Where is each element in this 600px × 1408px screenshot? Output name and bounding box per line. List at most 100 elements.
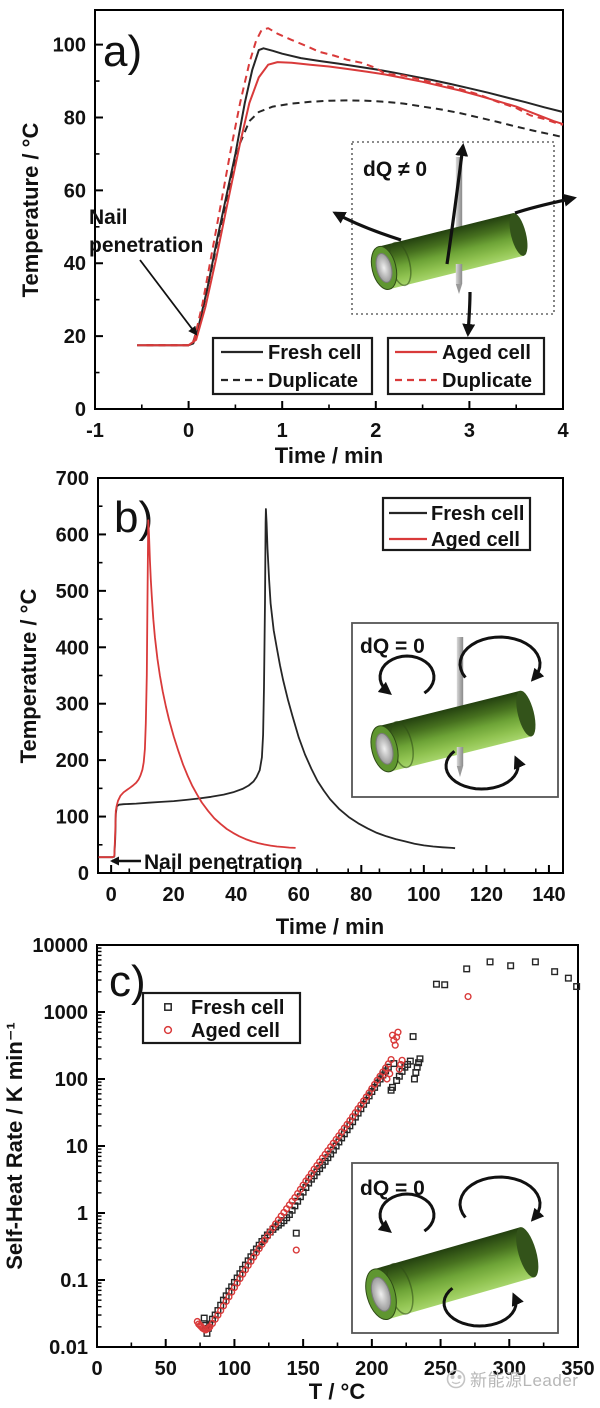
- data-point-square: [292, 1229, 300, 1237]
- data-point-circle: [383, 1075, 391, 1083]
- x-tick-label: 0: [183, 420, 194, 442]
- legend-label: Fresh cell: [268, 342, 361, 364]
- y-axis-title: Self-Heat Rate / K min⁻¹: [2, 1022, 27, 1270]
- y-tick-label: 0.1: [60, 1270, 88, 1292]
- series-line-duplicate: [146, 99, 564, 347]
- panel-b-annotation: Nail penetration: [110, 851, 303, 874]
- data-point-square: [531, 958, 539, 966]
- x-tick-label: 150: [286, 1358, 319, 1380]
- panel-b: 0 20 40 60 80 100 120 140 0 100 200 300 400 500 600 700…: [16, 468, 566, 939]
- x-tick-label: 100: [407, 884, 440, 906]
- annotation-arrow-icon: [139, 259, 198, 336]
- data-point-square: [573, 983, 581, 991]
- x-tick-label: 200: [355, 1358, 388, 1380]
- panel-b-series: [98, 508, 456, 859]
- y-tick-label: 0.01: [49, 1337, 88, 1359]
- data-point-square: [441, 981, 449, 989]
- nail-icon: [455, 264, 463, 284]
- panel-b-inset: dQ = 0: [351, 622, 559, 798]
- panel-a-legend: Aged cell Duplicate: [386, 336, 546, 396]
- annotation-text: Nail penetration: [144, 851, 303, 874]
- legend-label: Duplicate: [442, 370, 532, 392]
- y-tick-label: 1000: [44, 1002, 89, 1024]
- legend-label: Aged cell: [431, 529, 520, 551]
- battery-terminal: [375, 732, 394, 765]
- y-axis-title: Temperature / °C: [16, 589, 41, 764]
- series-line-aged-cell: [98, 519, 296, 859]
- heat-flow-arrow-icon: [514, 193, 577, 215]
- battery-far-end: [516, 690, 536, 737]
- battery-body: [378, 690, 532, 772]
- legend-label: Fresh cell: [191, 997, 284, 1019]
- data-point-square: [486, 958, 494, 966]
- y-tick-label: 700: [56, 468, 89, 490]
- nail-icon: [456, 637, 464, 729]
- x-tick-label: 140: [532, 884, 565, 906]
- y-tick-label: 40: [64, 253, 86, 275]
- panel-letter: c): [109, 957, 146, 1006]
- panel-letter: a): [103, 27, 142, 76]
- rotation-arrow-icon: [442, 1287, 524, 1328]
- y-axis-title: Temperature / °C: [18, 123, 43, 298]
- battery-cell-graphic: [370, 213, 528, 290]
- battery-far-end: [509, 213, 528, 256]
- x-tick-label: 50: [155, 1358, 177, 1380]
- annotation-text: Nail: [89, 206, 128, 229]
- series-line-fresh-cell: [98, 508, 456, 859]
- rotation-arrow-icon: [377, 1192, 436, 1233]
- x-axis-title: Time / min: [275, 443, 383, 468]
- data-point-square: [551, 968, 559, 976]
- inset-dq-label: dQ = 0: [360, 635, 425, 658]
- x-tick-label: 60: [288, 884, 310, 906]
- panda-logo-icon: [446, 1369, 466, 1388]
- legend-box: [381, 496, 532, 552]
- battery-terminal: [375, 253, 393, 283]
- data-point-circle: [204, 1324, 212, 1332]
- x-tick-label: -1: [86, 420, 104, 442]
- battery-terminal: [370, 1276, 392, 1312]
- heat-flow-arrow-icon: [445, 143, 469, 265]
- y-tick-label: 300: [56, 694, 89, 716]
- y-tick-label: 600: [56, 524, 89, 546]
- data-point-square: [564, 974, 572, 982]
- data-point-square: [463, 965, 471, 973]
- panel-a-legend: Fresh cell Duplicate: [211, 336, 374, 396]
- legend-box: [141, 991, 302, 1045]
- annotation-text: penetration: [89, 234, 203, 257]
- panel-c-series: [193, 958, 581, 1337]
- series-line-aged-cell: [137, 61, 564, 347]
- data-point-square: [409, 1033, 417, 1041]
- nail-icon: [456, 747, 464, 766]
- y-tick-label: 10: [66, 1136, 88, 1158]
- data-point-circle: [464, 992, 472, 1001]
- x-tick-label: 40: [225, 884, 247, 906]
- data-point-square: [413, 1063, 421, 1071]
- rotation-arrow-icon: [444, 750, 526, 791]
- battery-far-end: [516, 1227, 539, 1278]
- x-axis-title: Time / min: [276, 914, 384, 939]
- legend-label: Duplicate: [268, 370, 358, 392]
- rotation-arrow-icon: [458, 1175, 545, 1222]
- legend-label: Fresh cell: [431, 503, 524, 525]
- data-point-square: [507, 962, 515, 970]
- series-line-fresh-cell: [137, 47, 564, 347]
- data-point-circle: [386, 1070, 394, 1078]
- panel-b-legend: Fresh cell Aged cell: [381, 496, 532, 552]
- series-line-duplicate: [146, 27, 564, 347]
- data-point-square: [415, 1059, 423, 1067]
- y-tick-label: 1: [77, 1203, 88, 1225]
- data-point-square: [416, 1055, 424, 1063]
- x-tick-label: 80: [350, 884, 372, 906]
- heat-flow-arrow-icon: [462, 291, 476, 337]
- battery-body: [373, 1227, 535, 1320]
- data-point-circle: [387, 1055, 395, 1064]
- legend-label: Aged cell: [442, 342, 531, 364]
- x-tick-label: 120: [470, 884, 503, 906]
- legend-marker-square: [164, 1003, 172, 1011]
- panel-a-series: [137, 27, 564, 347]
- y-tick-label: 500: [56, 581, 89, 603]
